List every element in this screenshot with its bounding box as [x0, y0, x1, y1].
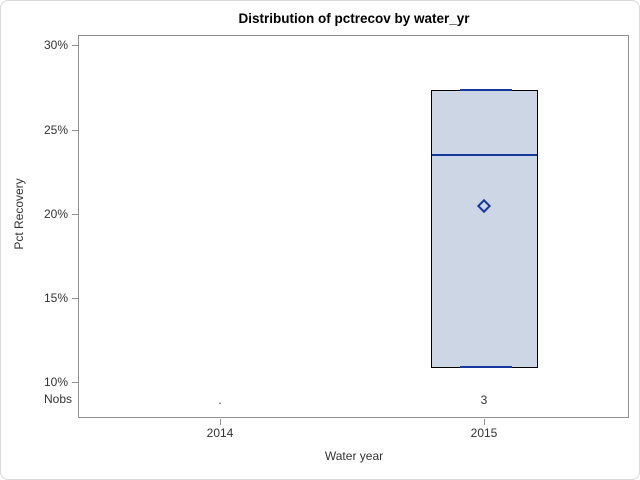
y-tick-label-20pct: 20%: [43, 207, 68, 221]
boxplot-2015-upper-whisker-cap: [460, 89, 512, 91]
y-tick-25pct: [72, 130, 78, 131]
boxplot-2015-median-line: [432, 154, 537, 156]
plot-area: . 3: [78, 35, 629, 418]
x-tick-2014: [220, 419, 221, 425]
x-axis-title: Water year: [324, 449, 384, 463]
x-tick-label-2015: 2015: [470, 426, 498, 440]
x-tick-2015: [484, 419, 485, 425]
x-tick-label-2014: 2014: [206, 426, 234, 440]
y-tick-15pct: [72, 298, 78, 299]
chart-title: Distribution of pctrecov by water_yr: [238, 11, 470, 26]
y-tick-label-30pct: 30%: [43, 38, 68, 52]
y-tick-30pct: [72, 45, 78, 46]
nobs-row-label: Nobs: [43, 392, 72, 406]
y-tick-label-15pct: 15%: [43, 291, 68, 305]
nobs-value-2014: .: [218, 393, 222, 407]
y-tick-20pct: [72, 214, 78, 215]
boxplot-2015-lower-whisker-cap: [460, 366, 512, 368]
y-tick-10pct: [72, 382, 78, 383]
nobs-value-2015: 3: [480, 393, 488, 407]
y-tick-label-25pct: 25%: [43, 123, 68, 137]
y-axis-title: Pct Recovery: [12, 178, 26, 250]
y-tick-label-10pct: 10%: [43, 375, 68, 389]
boxplot-2015-box: [431, 90, 538, 368]
